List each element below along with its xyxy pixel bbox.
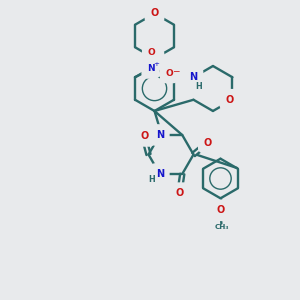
Text: −: − [172, 66, 180, 75]
Text: N: N [147, 64, 154, 73]
Text: N: N [150, 54, 159, 64]
Text: O: O [204, 137, 212, 148]
Text: O: O [141, 131, 149, 141]
Text: O: O [147, 48, 155, 57]
Text: N: N [189, 72, 197, 82]
Text: N: N [156, 130, 164, 140]
Text: +: + [153, 61, 159, 67]
Text: O: O [225, 95, 234, 105]
Text: H: H [196, 82, 202, 91]
Text: O: O [176, 188, 184, 198]
Text: O: O [150, 8, 159, 18]
Text: N: N [156, 169, 164, 179]
Text: CH₃: CH₃ [215, 224, 230, 230]
Text: O: O [216, 205, 225, 215]
Text: O: O [165, 69, 173, 78]
Text: H: H [148, 175, 155, 184]
